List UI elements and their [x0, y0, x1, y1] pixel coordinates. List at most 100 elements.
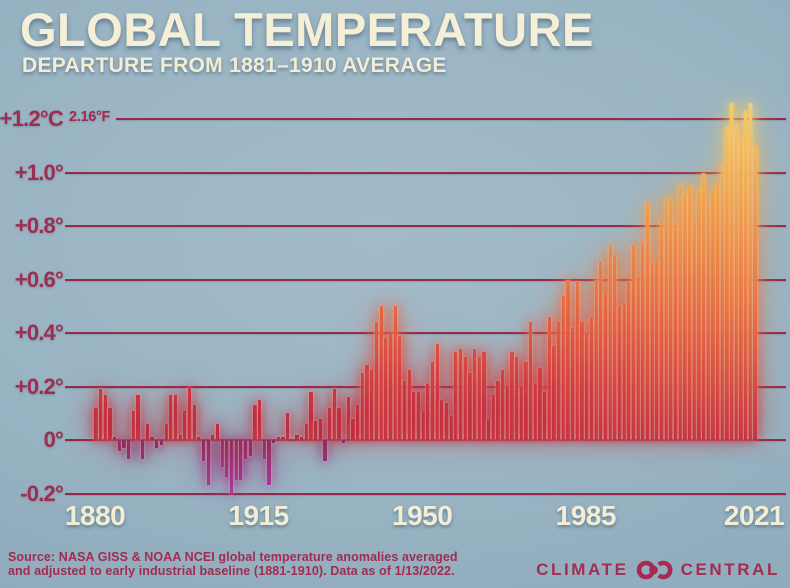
- bar-1956: [449, 415, 453, 440]
- y-tick-label: +0.6°: [14, 266, 64, 292]
- bar-1915: [257, 399, 262, 440]
- bar-1963: [482, 351, 486, 440]
- bar-1948: [412, 391, 416, 440]
- y-tick-label-fahrenheit: 2.16°F: [69, 109, 111, 125]
- x-tick-label-1950: 1950: [392, 500, 453, 531]
- bar-1896: [169, 394, 173, 440]
- y-tick-label: +0.4°: [14, 320, 64, 345]
- bar-1937: [360, 373, 364, 440]
- bar-1998: [645, 201, 650, 440]
- bar-1989: [603, 292, 608, 440]
- bar-1918: [272, 440, 276, 443]
- x-tick-label-1915: 1915: [228, 500, 289, 531]
- bar-1936: [356, 405, 360, 440]
- gridline-+0.8°: [65, 225, 786, 227]
- bar-2018: [739, 140, 743, 440]
- bar-1893: [155, 440, 159, 449]
- bar-1946: [402, 381, 407, 440]
- bar-1980: [561, 295, 565, 440]
- bar-1996: [636, 276, 640, 440]
- bar-1910: [234, 440, 238, 481]
- bar-1945: [398, 335, 402, 440]
- bar-1957: [454, 351, 458, 440]
- bar-1987: [594, 279, 598, 440]
- bar-1960: [468, 373, 472, 440]
- bar-1950: [421, 410, 425, 440]
- bar-1901: [192, 405, 196, 440]
- bar-1928: [318, 418, 322, 440]
- bar-1907: [220, 440, 224, 467]
- bar-2017: [734, 124, 738, 440]
- gridline-+1.0°: [65, 171, 786, 174]
- y-tick-label: +0.8°: [14, 213, 64, 238]
- bar-1886: [122, 440, 126, 449]
- bar-1984: [580, 322, 584, 440]
- bar-1966: [496, 381, 500, 440]
- bar-1939: [370, 370, 374, 440]
- bar-2019: [744, 110, 748, 440]
- bar-1962: [477, 357, 481, 440]
- bar-1911: [239, 440, 243, 481]
- bar-2013: [716, 183, 720, 440]
- bar-1990: [608, 244, 612, 440]
- bar-1949: [416, 391, 421, 440]
- bar-1992: [617, 306, 622, 440]
- bar-2003: [669, 199, 673, 440]
- bar-1923: [295, 434, 299, 440]
- bar-1882: [103, 394, 107, 440]
- bar-2012: [711, 191, 715, 440]
- bar-1902: [197, 437, 201, 440]
- bar-1889: [136, 394, 140, 440]
- bar-1880: [94, 407, 98, 440]
- bar-1921: [286, 413, 290, 440]
- bar-1933: [342, 440, 346, 443]
- bar-1881: [99, 389, 103, 440]
- bar-1903: [201, 440, 206, 462]
- bar-1961: [472, 349, 477, 440]
- bar-1898: [178, 434, 182, 440]
- bar-1912: [243, 440, 248, 459]
- bar-1964: [487, 418, 491, 440]
- y-tick-label: +1.0°: [14, 159, 64, 185]
- bar-1940: [374, 322, 379, 440]
- bar-1955: [444, 402, 449, 440]
- bar-1959: [463, 357, 467, 440]
- bar-1947: [407, 370, 411, 440]
- bar-1895: [164, 423, 168, 440]
- gridline--0.2°: [65, 492, 786, 495]
- x-tick-label-1985: 1985: [555, 500, 617, 531]
- bar-2021: [753, 145, 757, 440]
- bar-1941: [379, 306, 383, 440]
- bar-1931: [332, 389, 336, 440]
- bar-1972: [524, 362, 528, 440]
- bar-1913: [248, 440, 252, 457]
- bar-1916: [262, 440, 266, 459]
- bar-1925: [304, 423, 308, 440]
- bar-1909: [229, 440, 234, 494]
- bar-2000: [655, 260, 659, 440]
- bar-1983: [575, 282, 579, 440]
- bar-1971: [519, 386, 523, 440]
- gridline-0°: [65, 439, 786, 441]
- gridline-+0.6°: [65, 278, 786, 281]
- bar-1890: [141, 440, 145, 459]
- bar-1932: [337, 407, 341, 440]
- gridline-+0.4°: [65, 332, 786, 334]
- bar-1969: [510, 351, 514, 440]
- bar-1888: [131, 410, 135, 440]
- page-subtitle: DEPARTURE FROM 1881–1910 AVERAGE: [22, 54, 447, 77]
- bar-1883: [108, 407, 112, 440]
- bar-2004: [673, 223, 678, 440]
- bar-1884: [113, 437, 117, 440]
- bar-1887: [127, 440, 131, 459]
- bar-2015: [725, 127, 729, 440]
- interlocked-rings-icon: [636, 559, 674, 581]
- bar-1914: [253, 405, 257, 440]
- bar-2006: [683, 193, 687, 440]
- bar-1943: [388, 333, 393, 440]
- bar-2016: [730, 102, 734, 440]
- bar-1917: [267, 440, 271, 486]
- x-tick-label-1880: 1880: [64, 500, 126, 531]
- bar-1952: [430, 362, 435, 440]
